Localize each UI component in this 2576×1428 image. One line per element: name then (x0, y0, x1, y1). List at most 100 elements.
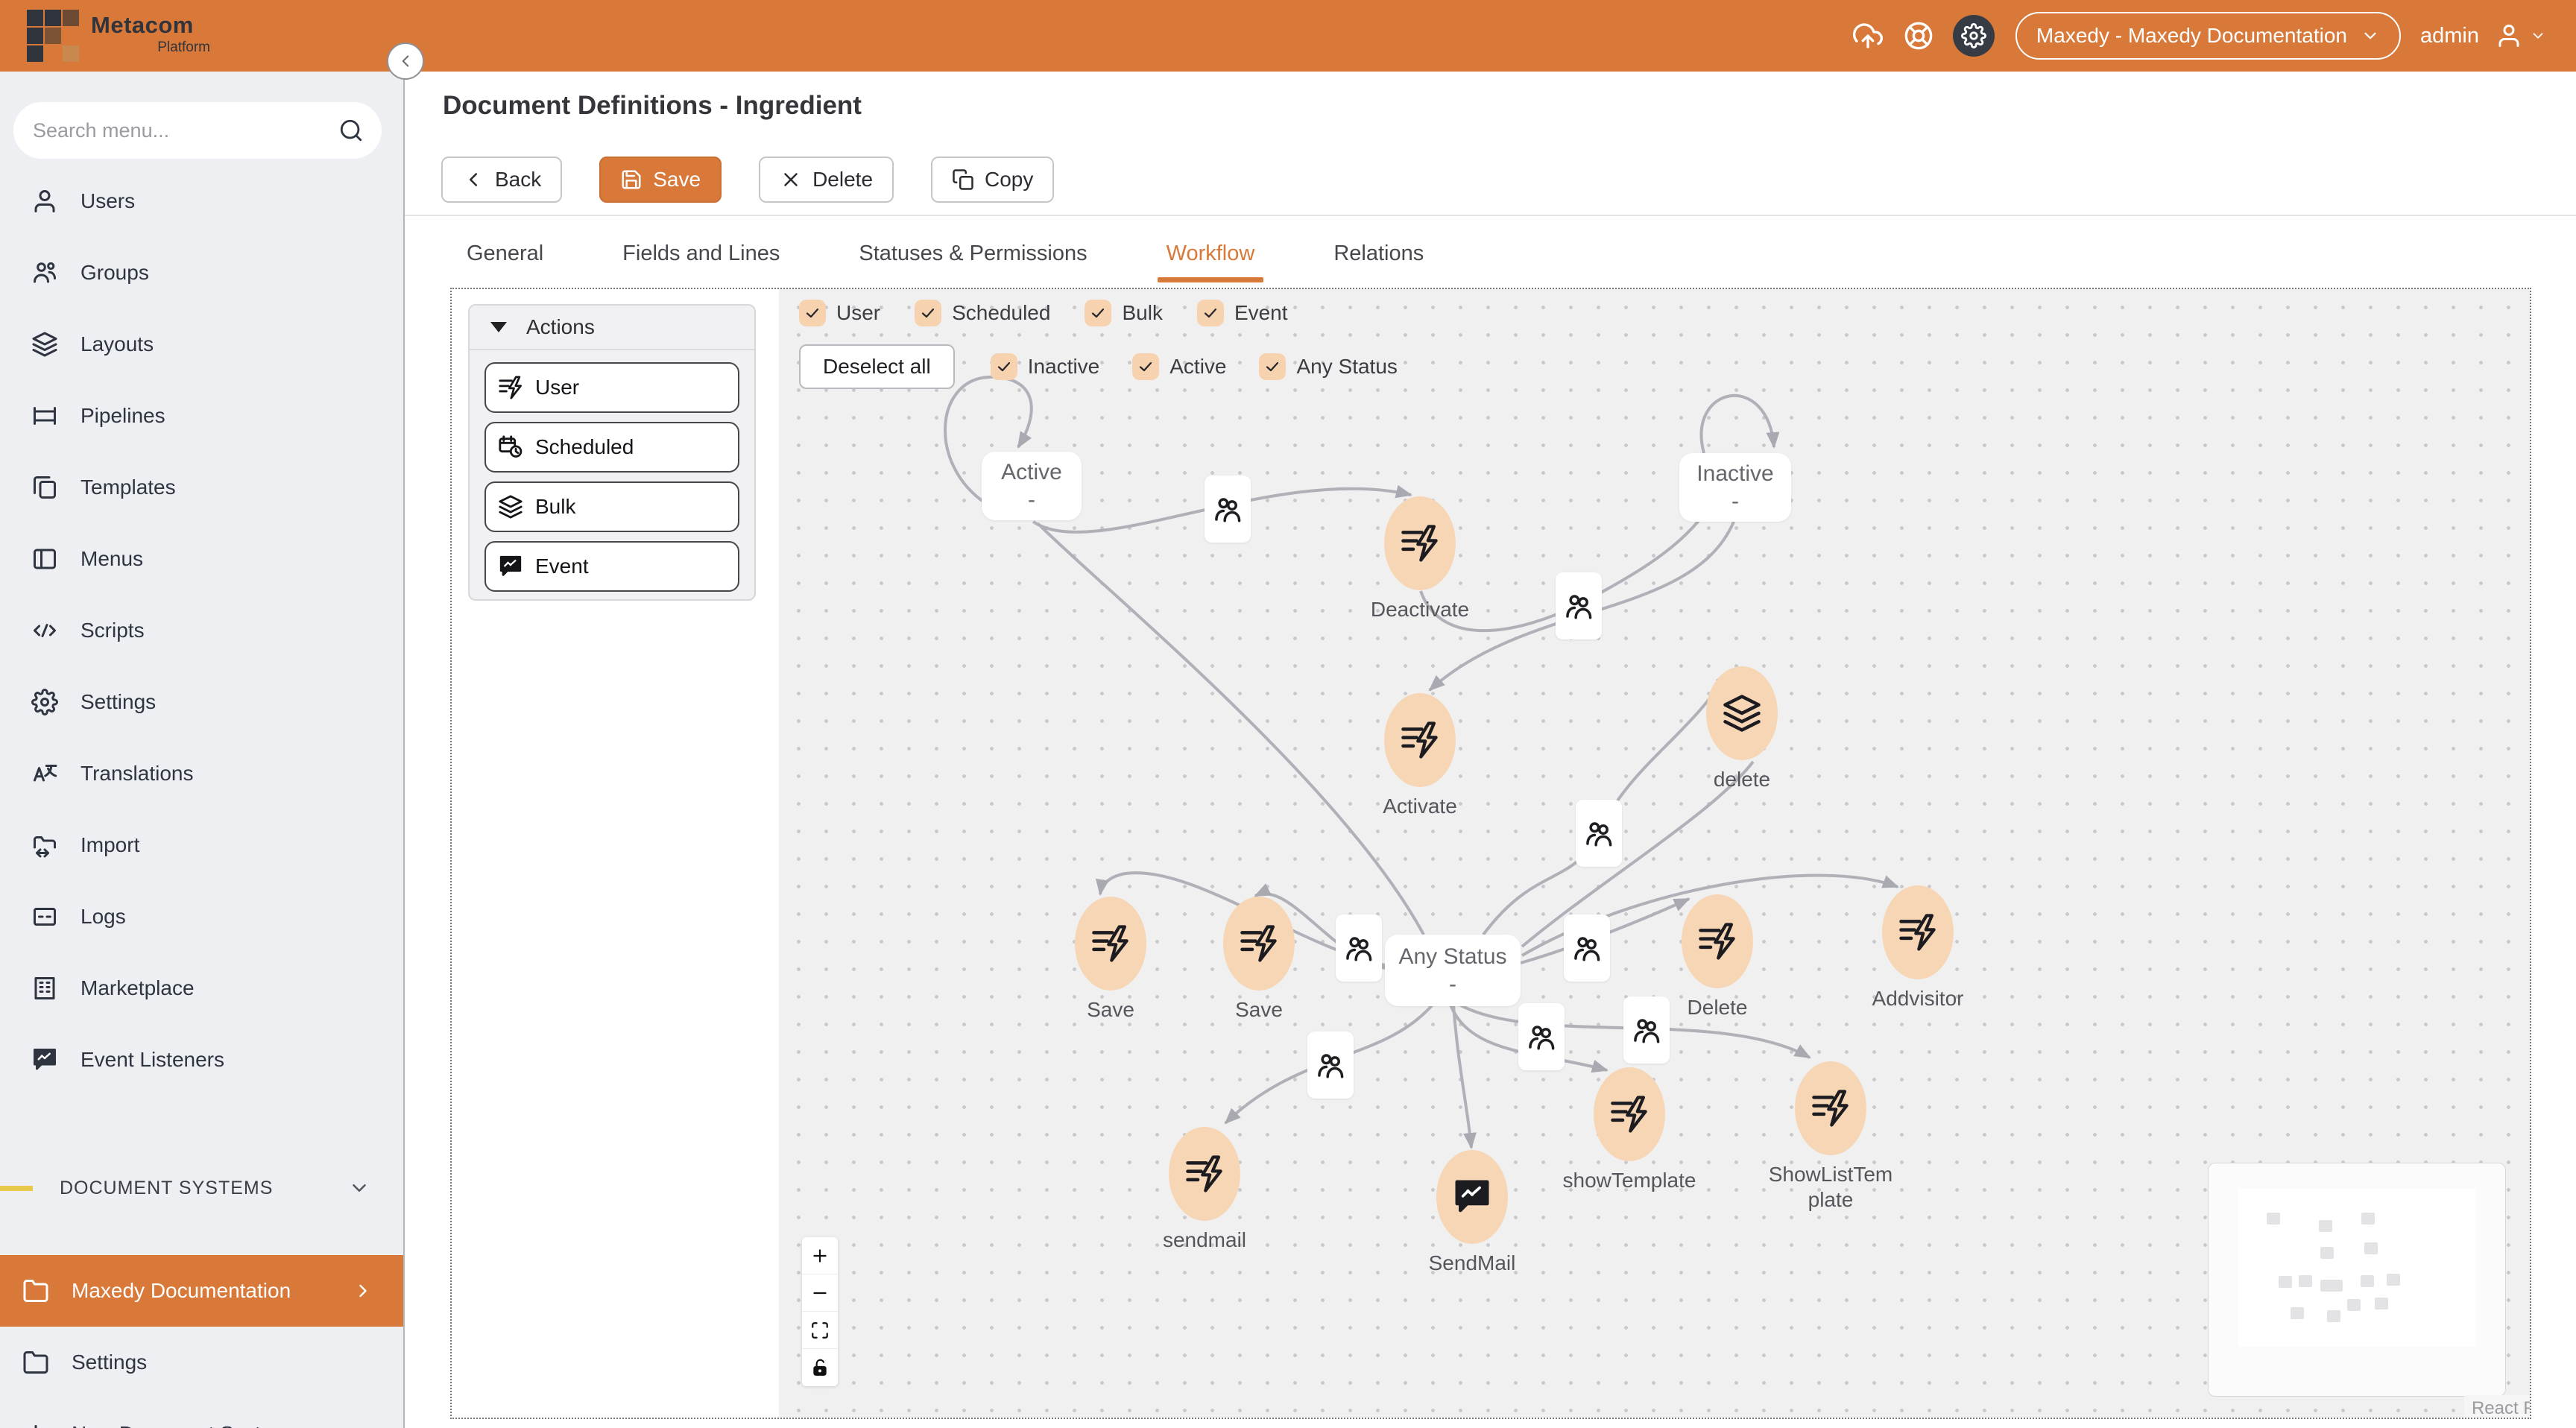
checkbox-checked-icon[interactable] (799, 300, 826, 326)
edge-permission-label[interactable] (1518, 1003, 1565, 1070)
action-node-sendmail[interactable] (1436, 1150, 1508, 1244)
filter-type-user[interactable]: User (799, 300, 880, 326)
filter-status-active[interactable]: Active (1132, 353, 1226, 380)
action-node-save[interactable] (1223, 897, 1295, 991)
status-node-active[interactable]: Active - (982, 452, 1082, 520)
action-node-deactivate[interactable] (1384, 496, 1456, 590)
status-node-inactive[interactable]: Inactive - (1679, 453, 1791, 522)
sidebar-item-settings[interactable]: Settings (0, 666, 403, 738)
plus-icon (813, 1248, 827, 1263)
minimap-node (2320, 1279, 2343, 1292)
action-node-showtemplate[interactable] (1594, 1067, 1665, 1161)
filter-type-scheduled[interactable]: Scheduled (915, 300, 1050, 326)
people-icon (1318, 1054, 1344, 1078)
user-menu[interactable] (2496, 22, 2546, 49)
gear-icon (31, 689, 58, 715)
sidebar-item-groups[interactable]: Groups (0, 237, 403, 309)
tab-relations[interactable]: Relations (1333, 241, 1424, 265)
copy-button[interactable]: Copy (931, 157, 1055, 203)
check-icon (1204, 308, 1217, 318)
status-sublabel: - (1028, 487, 1035, 512)
sidebar-item-logs[interactable]: Logs (0, 881, 403, 952)
tab-fields-and-lines[interactable]: Fields and Lines (622, 241, 780, 265)
sidebar-item-layouts[interactable]: Layouts (0, 309, 403, 380)
edge-permission-label[interactable] (1307, 1031, 1354, 1099)
checkbox-checked-icon[interactable] (1085, 300, 1112, 326)
sidebar-item-marketplace[interactable]: Marketplace (0, 952, 403, 1024)
save-icon (622, 170, 641, 189)
action-node-label: ShowListTemplate (1768, 1163, 1893, 1211)
action-node-showlisttemplate[interactable] (1795, 1061, 1866, 1155)
edge-permission-label[interactable] (1576, 800, 1622, 867)
action-node-sendmail[interactable] (1169, 1127, 1240, 1221)
sidebar-item-users[interactable]: Users (0, 165, 403, 237)
minimap-node (2320, 1247, 2334, 1260)
edge-permission-label[interactable] (1564, 914, 1610, 982)
tab-statuses-permissions[interactable]: Statuses & Permissions (859, 241, 1087, 265)
sidebar-item-import[interactable]: Import (0, 809, 403, 881)
deselect-all-button[interactable]: Deselect all (799, 344, 955, 389)
folder-icon (23, 1351, 48, 1374)
actions-list: User Scheduled Bulk Event (470, 350, 754, 604)
sidebar-item-templates[interactable]: Templates (0, 452, 403, 523)
action-node-delete[interactable] (1706, 666, 1778, 760)
filter-type-bulk[interactable]: Bulk (1085, 300, 1163, 326)
chevron-down-icon (2533, 33, 2543, 39)
sidebar-item-scripts[interactable]: Scripts (0, 595, 403, 666)
sidebar-item-event-listeners[interactable]: Event Listeners (0, 1024, 403, 1096)
chevron-down-icon (353, 1184, 366, 1192)
current-user-label: admin (2420, 23, 2479, 48)
sidebar-item-translations[interactable]: Translations (0, 738, 403, 809)
platform-settings-button[interactable] (1952, 15, 1995, 57)
event-icon (1455, 1180, 1489, 1213)
filter-status-inactive[interactable]: Inactive (990, 353, 1099, 380)
action-source-bulk[interactable]: Bulk (484, 481, 739, 532)
tab-general[interactable]: General (467, 241, 544, 265)
action-source-event[interactable]: Event (484, 541, 739, 592)
checkbox-checked-icon[interactable] (1132, 353, 1160, 380)
edge-permission-label[interactable] (1205, 476, 1251, 543)
sidebar-system-maxedy-documentation[interactable]: Maxedy Documentation (0, 1255, 403, 1327)
edge-permission-label[interactable] (1336, 914, 1382, 982)
status-node-any-status[interactable]: Any Status - (1385, 935, 1521, 1006)
checkbox-checked-icon[interactable] (1196, 300, 1224, 326)
flow-minimap[interactable] (2208, 1163, 2506, 1397)
zoom-out-button[interactable] (802, 1274, 838, 1312)
help-lifebuoy-icon[interactable] (1902, 19, 1935, 52)
actions-panel-header[interactable]: Actions (470, 306, 754, 350)
fit-view-button[interactable] (802, 1312, 838, 1349)
filter-status-any-status[interactable]: Any Status (1259, 353, 1398, 380)
action-node-activate[interactable] (1384, 693, 1456, 787)
zoom-in-button[interactable] (802, 1237, 838, 1274)
edge-permission-label[interactable] (1623, 996, 1670, 1064)
action-node-save[interactable] (1075, 897, 1146, 991)
checkbox-checked-icon[interactable] (990, 353, 1017, 380)
action-source-scheduled[interactable]: Scheduled (484, 422, 739, 473)
sidebar-collapse-button[interactable] (387, 42, 424, 80)
checkbox-label: Active (1169, 355, 1227, 378)
minimap-node (2386, 1274, 2400, 1286)
search-icon[interactable] (338, 118, 364, 143)
sidebar-section-document-systems[interactable]: DOCUMENT SYSTEMS (0, 1169, 403, 1207)
tenant-selector[interactable]: Maxedy - Maxedy Documentation (2015, 12, 2401, 60)
lock-button[interactable] (802, 1349, 838, 1386)
cloud-upload-icon[interactable] (1852, 19, 1884, 52)
new-document-system-button[interactable]: New Document System (0, 1398, 403, 1428)
sidebar-item-pipelines[interactable]: Pipelines (0, 380, 403, 452)
action-node-delete[interactable] (1682, 894, 1753, 988)
action-source-user[interactable]: User (484, 362, 739, 413)
edge-permission-label[interactable] (1556, 572, 1602, 639)
back-button[interactable]: Back (441, 157, 563, 203)
checkbox-checked-icon[interactable] (1259, 353, 1287, 380)
search-input[interactable] (31, 118, 338, 143)
minimap-node (2360, 1274, 2374, 1287)
flow-canvas[interactable]: Active - Inactive - Any Status - Deactivate Act… (779, 289, 2530, 1418)
sidebar-item-menus[interactable]: Menus (0, 523, 403, 595)
save-button[interactable]: Save (599, 157, 722, 203)
filter-type-event[interactable]: Event (1196, 300, 1288, 326)
delete-button[interactable]: Delete (759, 157, 894, 203)
sidebar-system-settings[interactable]: Settings (0, 1327, 403, 1398)
checkbox-checked-icon[interactable] (915, 300, 942, 326)
action-node-addvisitor[interactable] (1882, 885, 1954, 979)
tab-workflow[interactable]: Workflow (1157, 231, 1264, 282)
